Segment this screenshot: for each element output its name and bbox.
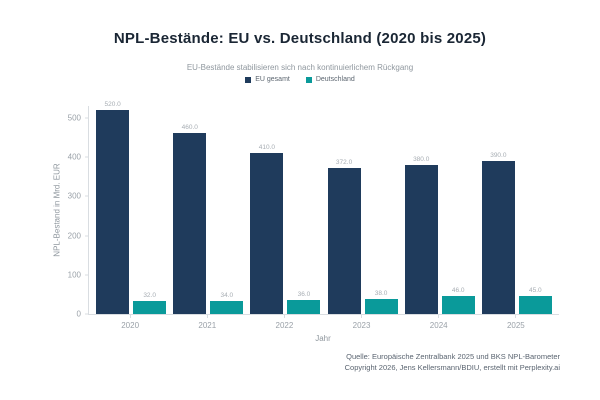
x-axis-tick-mark bbox=[515, 315, 517, 318]
bar-eu-gesamt-2022 bbox=[250, 153, 284, 314]
x-axis-tick-label: 2022 bbox=[275, 321, 294, 330]
bar-column: 520.0 bbox=[96, 100, 130, 314]
y-axis-tick-label: 200 bbox=[67, 231, 81, 241]
bars-container: 520.0 32.0 460.0 34.0 410.0 36.0 372.0 38.0 380.… bbox=[89, 101, 559, 314]
source-line: Quelle: Europäische Zentralbank 2025 und… bbox=[346, 351, 560, 361]
bar-column: 410.0 bbox=[250, 144, 284, 314]
bar-eu-gesamt-2025 bbox=[481, 160, 515, 314]
bar-column: 38.0 bbox=[364, 290, 398, 314]
legend-item-0: EU gesamt bbox=[245, 76, 290, 83]
bar-value-label: 32.0 bbox=[143, 292, 156, 300]
y-axis-title: NPL-Bestand in Mrd. EUR bbox=[52, 163, 62, 257]
bar-value-label: 36.0 bbox=[297, 290, 311, 298]
bar-value-label: 38.0 bbox=[374, 290, 388, 298]
x-axis-tick: 2025 bbox=[481, 315, 551, 330]
legend-swatch-icon bbox=[245, 76, 252, 83]
source-footer: Quelle: Europäische Zentralbank 2025 und… bbox=[345, 351, 560, 374]
y-axis-tick-mark bbox=[85, 274, 89, 276]
bar-eu-gesamt-2021 bbox=[173, 133, 207, 314]
bar-group-2020: 520.0 32.0 bbox=[96, 100, 167, 314]
bar-value-label: 410.0 bbox=[258, 144, 276, 152]
plot-area: 520.0 32.0 460.0 34.0 410.0 36.0 372.0 38.0 380.… bbox=[68, 101, 559, 319]
bar-group-2021: 460.0 34.0 bbox=[173, 124, 244, 314]
bar-value-label: 34.0 bbox=[220, 291, 234, 299]
bar-deutschland-2021 bbox=[210, 300, 244, 314]
copyright-line: Copyright 2026, Jens Kellersmann/BDIU, e… bbox=[344, 363, 560, 373]
x-axis-title: Jahr bbox=[315, 334, 331, 343]
bar-column: 460.0 bbox=[173, 124, 207, 314]
y-axis-tick: 200 bbox=[61, 231, 89, 240]
y-axis-tick: 400 bbox=[61, 153, 89, 162]
x-axis-tick: 2020 bbox=[95, 315, 165, 330]
legend-label: Deutschland bbox=[315, 76, 355, 83]
bar-value-label: 520.0 bbox=[104, 100, 121, 108]
y-axis-tick-mark bbox=[85, 156, 89, 158]
x-axis-tick-label: 2021 bbox=[198, 321, 217, 330]
x-axis-tick: 2023 bbox=[327, 315, 397, 330]
y-axis-tick-label: 100 bbox=[67, 270, 81, 280]
legend-item-1: Deutschland bbox=[305, 76, 355, 83]
legend-swatch-icon bbox=[305, 76, 312, 83]
y-axis-tick-label: 300 bbox=[67, 191, 81, 201]
x-axis-tick-mark bbox=[438, 315, 440, 318]
y-axis-tick: 300 bbox=[61, 192, 89, 201]
x-axis-tick-mark bbox=[206, 315, 208, 318]
x-axis-tick-label: 2020 bbox=[121, 321, 140, 330]
x-axis-tick-label: 2023 bbox=[352, 321, 371, 330]
x-axis-tick-label: 2025 bbox=[506, 321, 525, 330]
y-axis-tick: 0 bbox=[61, 310, 89, 319]
chart-title: NPL-Bestände: EU vs. Deutschland (2020 b… bbox=[113, 30, 487, 47]
bar-column: 380.0 bbox=[404, 155, 438, 314]
y-axis-tick-mark bbox=[85, 195, 89, 197]
bar-column: 46.0 bbox=[441, 286, 475, 314]
y-axis-tick: 100 bbox=[61, 270, 89, 279]
x-axis-tick: 2024 bbox=[404, 315, 474, 330]
y-axis-tick-label: 0 bbox=[76, 309, 81, 319]
y-axis-tick-label: 400 bbox=[67, 152, 81, 162]
bar-group-2025: 390.0 45.0 bbox=[481, 151, 552, 314]
bar-deutschland-2022 bbox=[287, 299, 321, 314]
y-axis-tick-mark bbox=[85, 117, 89, 119]
x-axis-tick-mark bbox=[129, 315, 131, 318]
bar-value-label: 390.0 bbox=[490, 151, 507, 159]
x-axis-tick: 2021 bbox=[172, 315, 242, 330]
y-axis-tick-mark bbox=[85, 313, 89, 315]
legend-label: EU gesamt bbox=[255, 76, 290, 83]
bar-deutschland-2020 bbox=[133, 301, 167, 314]
bar-group-2022: 410.0 36.0 bbox=[250, 144, 321, 314]
bar-value-label: 372.0 bbox=[335, 159, 353, 167]
chart-subtitle: EU-Bestände stabilisieren sich nach kont… bbox=[186, 63, 414, 72]
bar-value-label: 45.0 bbox=[529, 287, 542, 295]
bar-column: 372.0 bbox=[327, 159, 361, 314]
bar-value-label: 460.0 bbox=[181, 124, 198, 132]
bar-column: 36.0 bbox=[287, 290, 321, 314]
bar-group-2023: 372.0 38.0 bbox=[327, 159, 398, 314]
bar-value-label: 380.0 bbox=[413, 155, 430, 163]
bar-column: 32.0 bbox=[133, 292, 167, 314]
bar-eu-gesamt-2020 bbox=[96, 109, 130, 314]
x-axis-tick: 2022 bbox=[249, 315, 319, 330]
bar-column: 34.0 bbox=[210, 291, 244, 314]
bar-group-2024: 380.0 46.0 bbox=[404, 155, 475, 314]
bar-value-label: 46.0 bbox=[451, 286, 465, 294]
x-axis-tick-labels: 2020 2021 2022 2023 2024 2025 bbox=[88, 315, 558, 330]
bar-eu-gesamt-2024 bbox=[404, 164, 438, 314]
bar-column: 390.0 bbox=[481, 151, 515, 314]
bar-deutschland-2025 bbox=[518, 296, 552, 314]
chart-legend: EU gesamt Deutschland bbox=[0, 76, 600, 83]
y-axis-tick: 500 bbox=[61, 113, 89, 122]
y-axis-tick-mark bbox=[85, 235, 89, 237]
bar-eu-gesamt-2023 bbox=[327, 168, 361, 314]
bar-deutschland-2024 bbox=[441, 295, 475, 314]
bar-column: 45.0 bbox=[518, 287, 552, 314]
x-axis-tick-mark bbox=[361, 315, 363, 318]
y-axis-tick-label: 500 bbox=[67, 113, 81, 123]
x-axis-tick-label: 2024 bbox=[429, 321, 448, 330]
x-axis-tick-mark bbox=[283, 315, 285, 318]
bar-deutschland-2023 bbox=[364, 299, 398, 314]
